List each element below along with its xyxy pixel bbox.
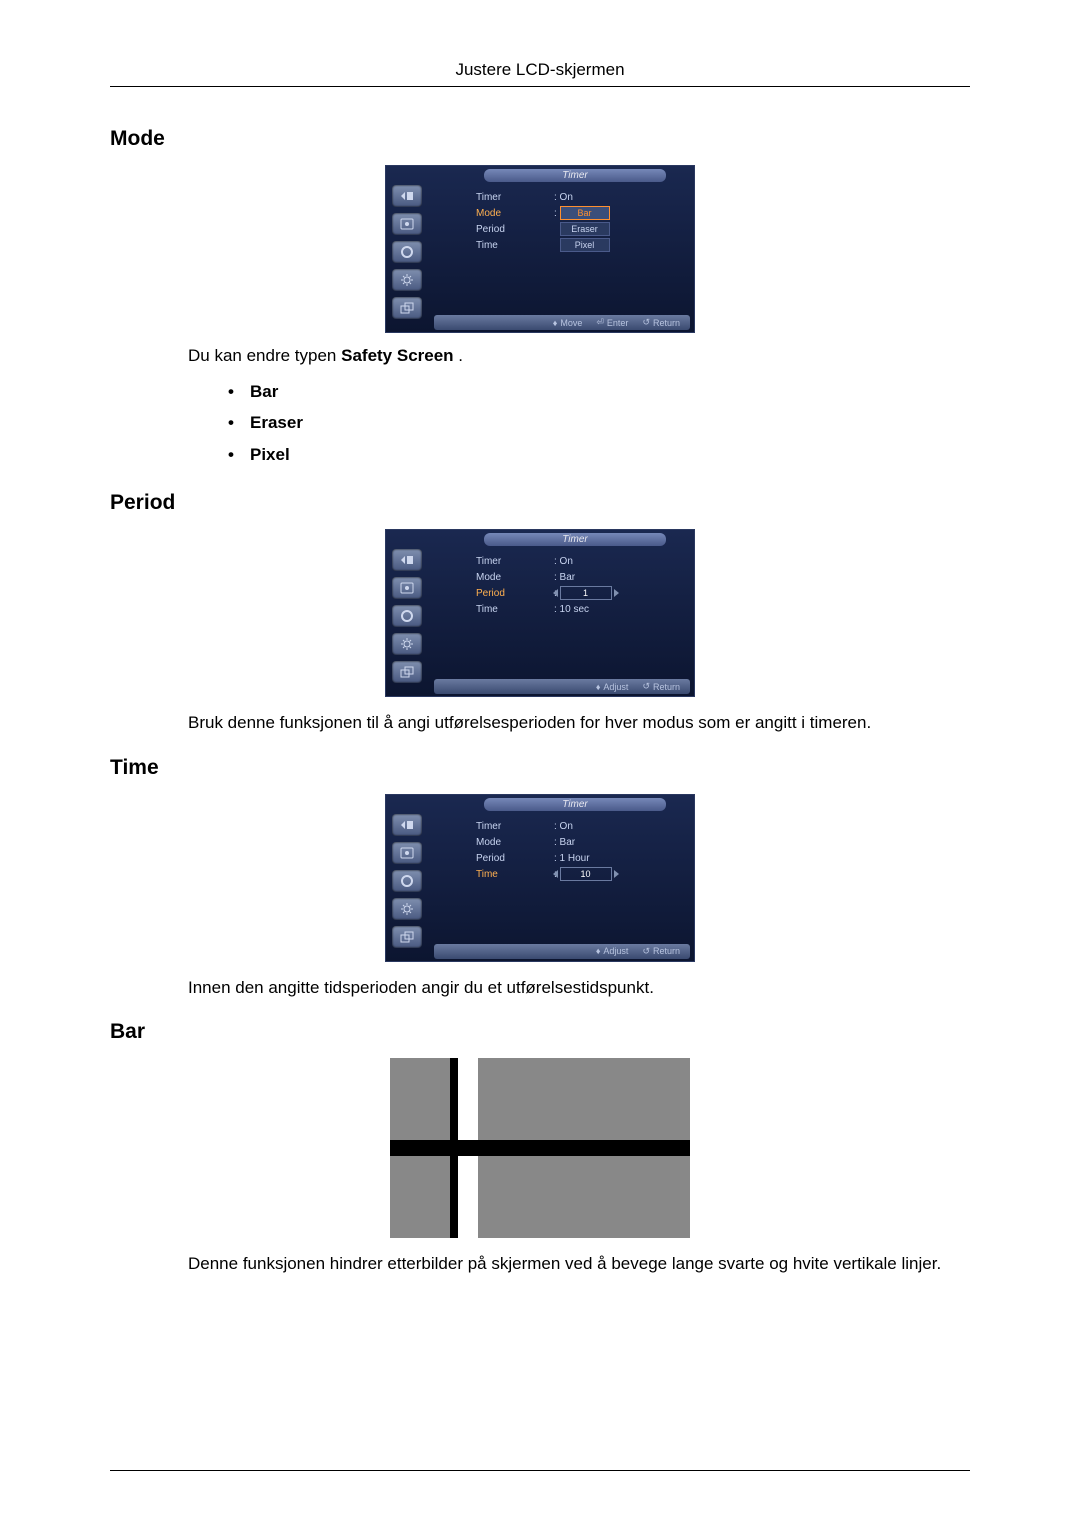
- footer-adjust: ♦ Adjust: [596, 682, 629, 692]
- period-heading: Period: [110, 491, 970, 515]
- osd-value: : Bar: [554, 570, 664, 586]
- setup-icon: [392, 633, 422, 655]
- osd-title: Timer: [484, 169, 666, 182]
- osd-label-time: Time: [476, 867, 554, 883]
- input-icon: [392, 814, 422, 836]
- osd-side-icons: [386, 530, 428, 712]
- osd-side-icons: [386, 166, 428, 348]
- input-icon: [392, 549, 422, 571]
- mode-heading: Mode: [110, 127, 970, 151]
- bar-heading: Bar: [110, 1020, 970, 1044]
- multi-icon: [392, 661, 422, 683]
- osd-value: : 1 Hour: [554, 851, 664, 867]
- footer-move: ♦ Move: [553, 318, 583, 328]
- multi-icon: [392, 926, 422, 948]
- bullet-pixel: Pixel: [228, 442, 970, 468]
- picture-icon: [392, 213, 422, 235]
- osd-side-icons: [386, 795, 428, 977]
- bullet-bar: Bar: [228, 379, 970, 405]
- picture-icon: [392, 577, 422, 599]
- osd-label: Mode: [476, 570, 554, 586]
- time-text: Innen den angitte tidsperioden angir du …: [188, 976, 970, 1001]
- footer-return: ↺ Return: [642, 681, 680, 692]
- bar-illustration: [390, 1058, 690, 1238]
- setup-icon: [392, 898, 422, 920]
- osd-value: : On: [554, 819, 664, 835]
- bar-text: Denne funksjonen hindrer etterbilder på …: [188, 1252, 970, 1277]
- time-osd: Timer Timer: On Mode: Bar Period: 1 Hour…: [385, 794, 695, 962]
- osd-title: Timer: [484, 533, 666, 546]
- input-icon: [392, 185, 422, 207]
- osd-label: Timer: [476, 554, 554, 570]
- osd-value-timer: : On: [554, 190, 664, 206]
- osd-footer: ♦ Adjust ↺ Return: [434, 944, 690, 959]
- mode-intro: Du kan endre typen Safety Screen . Bar E…: [188, 343, 970, 467]
- osd-footer: ♦ Move ⏎ Enter ↺ Return: [434, 315, 690, 330]
- osd-label-period: Period: [476, 222, 554, 238]
- mode-option-bar[interactable]: Bar: [560, 206, 610, 220]
- osd-value: : On: [554, 554, 664, 570]
- osd-label-mode: Mode: [476, 206, 554, 222]
- multi-icon: [392, 297, 422, 319]
- osd-label: Time: [476, 602, 554, 618]
- mode-osd: Timer Timer: On Mode : Bar Period Eraser…: [385, 165, 695, 333]
- period-input[interactable]: 1: [560, 586, 612, 600]
- osd-value: : 10 sec: [554, 602, 664, 618]
- page-header: Justere LCD-skjermen: [110, 60, 970, 87]
- osd-label-period: Period: [476, 586, 554, 602]
- sound-icon: [392, 605, 422, 627]
- footer-return: ↺ Return: [642, 317, 680, 328]
- osd-label: Period: [476, 851, 554, 867]
- mode-option-pixel[interactable]: Pixel: [560, 238, 610, 252]
- footer-return: ↺ Return: [642, 946, 680, 957]
- time-heading: Time: [110, 756, 970, 780]
- sound-icon: [392, 241, 422, 263]
- footer-adjust: ♦ Adjust: [596, 946, 629, 956]
- footer-enter: ⏎ Enter: [596, 317, 628, 328]
- osd-label-time: Time: [476, 238, 554, 254]
- mode-option-eraser[interactable]: Eraser: [560, 222, 610, 236]
- osd-footer: ♦ Adjust ↺ Return: [434, 679, 690, 694]
- osd-title: Timer: [484, 798, 666, 811]
- osd-label: Mode: [476, 835, 554, 851]
- period-osd: Timer Timer: On Mode: Bar Period: 1 Time…: [385, 529, 695, 697]
- bullet-eraser: Eraser: [228, 410, 970, 436]
- period-text: Bruk denne funksjonen til å angi utførel…: [188, 711, 970, 736]
- page-footer-line: [110, 1470, 970, 1471]
- sound-icon: [392, 870, 422, 892]
- setup-icon: [392, 269, 422, 291]
- osd-label: Timer: [476, 819, 554, 835]
- osd-label-timer: Timer: [476, 190, 554, 206]
- time-input[interactable]: 10: [560, 867, 612, 881]
- osd-value: : Bar: [554, 835, 664, 851]
- picture-icon: [392, 842, 422, 864]
